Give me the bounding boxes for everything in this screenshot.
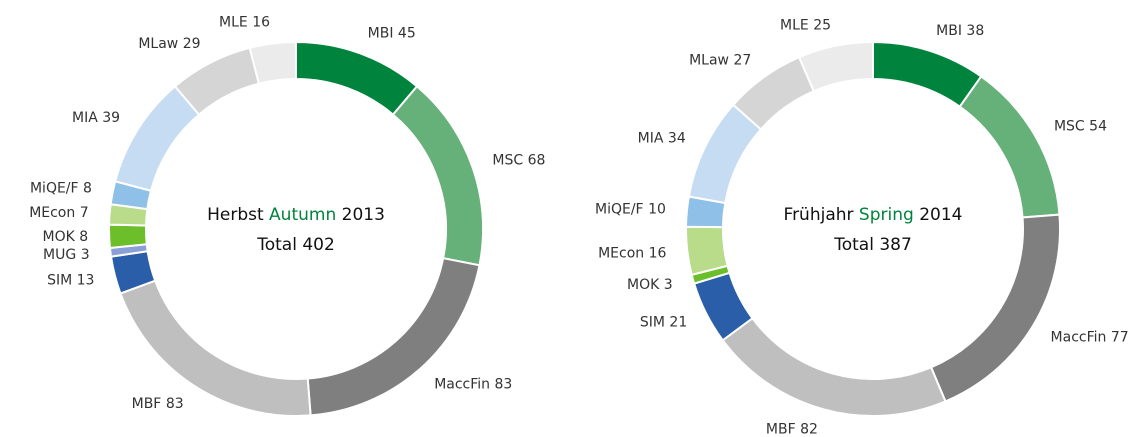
segment-value: 16: [252, 15, 270, 31]
donut-segment: [721, 316, 947, 417]
segment-value: 13: [77, 272, 95, 288]
segment-value: 8: [83, 181, 92, 197]
segment-label: MBF 83: [132, 396, 184, 412]
title-suffix: 2013: [342, 205, 385, 225]
segment-name: MIA: [72, 110, 98, 126]
segment-name: MEcon: [29, 205, 75, 221]
title-prefix: Frühjahr: [784, 205, 854, 225]
segment-name: MOK: [627, 277, 660, 293]
segment-name: MEcon: [598, 245, 644, 261]
segment-value: 8: [79, 229, 88, 245]
segment-label: MBI 45: [368, 26, 416, 42]
segment-label: MUG 3: [43, 247, 90, 263]
segment-name: MaccFin: [1051, 329, 1107, 345]
donut-segment: [248, 40, 297, 85]
segment-value: 7: [80, 205, 89, 221]
segment-value: 27: [733, 52, 751, 68]
segment-label: MSC 54: [1054, 118, 1107, 134]
segment-name: MiQE/F: [30, 181, 79, 197]
donut-segment: [113, 84, 201, 192]
segment-name: MIA: [638, 130, 664, 146]
segment-name: MBI: [936, 23, 962, 39]
segment-label: MLE 25: [780, 17, 831, 33]
segment-value: 3: [664, 277, 673, 293]
segment-value: 16: [649, 245, 667, 261]
donut-segment: [929, 213, 1061, 403]
segment-name: MLE: [219, 15, 248, 31]
segment-name: MBF: [132, 396, 162, 412]
segment-value: 82: [800, 422, 818, 437]
segment-label: SIM 21: [640, 315, 687, 331]
donut-segment: [391, 84, 484, 267]
title-highlight: Autumn: [269, 205, 336, 225]
segment-value: 45: [398, 26, 416, 42]
segment-label: MSC 68: [492, 152, 545, 168]
segment-value: 68: [528, 152, 546, 168]
donut-segment: [108, 223, 148, 250]
segment-value: 3: [81, 247, 90, 263]
segment-label: MiQE/F 8: [30, 181, 92, 197]
total-label: Total: [256, 235, 297, 255]
segment-label: MBI 38: [936, 23, 984, 39]
donut-segment: [872, 40, 983, 109]
segment-label: MEcon 7: [29, 205, 88, 221]
segment-label: MLaw 27: [689, 52, 751, 68]
segment-name: MBI: [368, 26, 394, 42]
center-total: Total 402: [256, 235, 335, 255]
donut-segment: [797, 40, 874, 93]
total-label: Total: [833, 235, 874, 255]
segment-value: 34: [668, 130, 686, 146]
segment-label: MBF 82: [766, 422, 818, 437]
donut-segment: [295, 40, 419, 117]
donut-segment: [685, 225, 729, 277]
segment-label: MLaw 29: [138, 36, 200, 52]
center-title: Herbst Autumn 2013: [207, 205, 385, 225]
segment-label: SIM 13: [47, 272, 94, 288]
segment-name: MLaw: [138, 36, 178, 52]
segment-label: MEcon 16: [598, 245, 666, 261]
segment-value: 10: [648, 202, 666, 218]
segment-value: 83: [495, 376, 513, 392]
segment-name: MSC: [492, 152, 523, 168]
segment-value: 29: [183, 36, 201, 52]
segment-value: 25: [813, 17, 831, 33]
segment-name: SIM: [47, 272, 72, 288]
segment-label: MaccFin 77: [1051, 329, 1129, 345]
segment-name: MiQE/F: [595, 202, 644, 218]
segment-label: MIA 39: [72, 110, 120, 126]
segment-value: 54: [1089, 118, 1107, 134]
segment-label: MLE 16: [219, 15, 270, 31]
segment-name: MLaw: [689, 52, 729, 68]
segment-label: MOK 8: [43, 229, 89, 245]
segment-value: 38: [966, 23, 984, 39]
segment-value: 39: [102, 110, 120, 126]
title-prefix: Herbst: [207, 205, 264, 225]
segment-name: MSC: [1054, 118, 1085, 134]
center-title: Frühjahr Spring 2014: [784, 205, 963, 225]
segment-name: MOK: [43, 229, 76, 245]
segment-name: MBF: [766, 422, 796, 437]
segment-label: MiQE/F 10: [595, 202, 666, 218]
segment-name: MUG: [43, 247, 76, 263]
segment-label: MOK 3: [627, 277, 673, 293]
title-suffix: 2014: [919, 205, 962, 225]
segment-label: MIA 34: [638, 130, 686, 146]
segment-value: 77: [1111, 329, 1129, 345]
total-value: 387: [879, 235, 911, 255]
segment-value: 21: [669, 315, 687, 331]
total-value: 402: [302, 235, 334, 255]
center-total: Total 387: [833, 235, 912, 255]
segment-label: MaccFin 83: [434, 376, 512, 392]
segment-name: MLE: [780, 17, 809, 33]
segment-value: 83: [166, 396, 184, 412]
segment-name: SIM: [640, 315, 665, 331]
title-highlight: Spring: [859, 205, 914, 225]
segment-name: MaccFin: [434, 376, 490, 392]
donut-segment: [958, 75, 1061, 219]
